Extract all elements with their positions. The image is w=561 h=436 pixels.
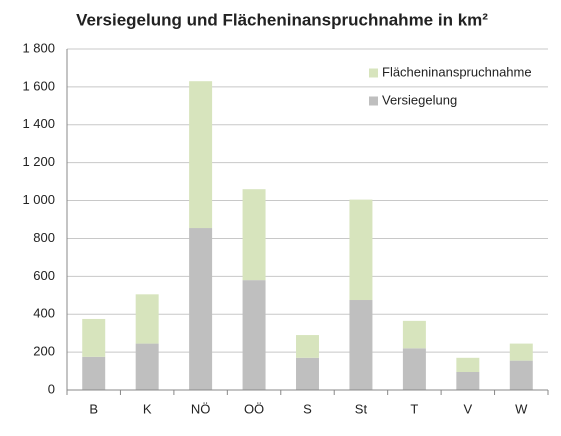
bar-segment [242,280,266,390]
y-tick-label: 600 [33,268,55,283]
x-tick-label: B [89,401,98,416]
bar-segment [242,189,266,281]
bar-segment [456,357,480,373]
legend-swatch [369,68,378,78]
bar-segment [509,360,533,390]
bar-segment [135,294,159,344]
bar-segment [189,81,213,229]
y-tick-label: 1 200 [22,154,55,169]
bar-segment [296,357,319,390]
x-tick-label: K [143,401,152,416]
y-tick-label: 800 [33,230,55,245]
x-tick-label: W [515,401,528,416]
y-tick-label: 400 [33,306,55,321]
bar-segment [135,343,159,390]
x-tick-label: OÖ [244,401,264,416]
legend-label: Flächeninanspruchnahme [382,64,532,79]
y-tick-label: 0 [48,381,55,396]
bar-segment [296,335,319,358]
y-tick-label: 1 000 [22,192,55,207]
y-tick-label: 200 [33,344,55,359]
x-tick-label: St [355,401,368,416]
x-tick-label: V [463,401,472,416]
bar-segment [82,356,106,390]
bar-segment [82,318,106,357]
legend-swatch [369,96,378,106]
chart-title: Versiegelung und Flächeninanspruchnahme … [76,10,488,29]
bar-segment [189,228,213,390]
y-tick-label: 1 400 [22,116,55,131]
legend-label: Versiegelung [382,92,457,107]
x-tick-label: NÖ [191,401,211,416]
bar-segment [456,372,480,390]
x-tick-label: T [410,401,418,416]
bar-segment [349,199,373,301]
bar-segment [349,300,373,390]
bar-segment [509,343,533,361]
bar-segment [402,348,426,390]
x-tick-label: S [303,401,312,416]
y-tick-label: 1 800 [22,40,55,55]
bar-segment [402,320,426,349]
y-tick-label: 1 600 [22,78,55,93]
